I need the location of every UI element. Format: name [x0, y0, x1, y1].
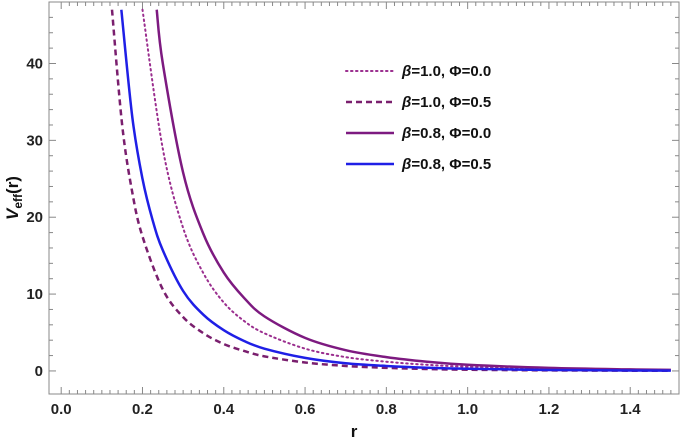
- x-tick-label: 0.4: [213, 401, 235, 418]
- y-tick-labels: 0 10 20 30 40: [26, 55, 43, 379]
- y-axis-title-main: V: [3, 207, 22, 220]
- legend-item-2: β=1.0, Φ=0.5: [346, 94, 491, 111]
- axis-ticks: [49, 2, 679, 394]
- y-tick-label: 40: [26, 55, 43, 72]
- legend-label-4: β=0.8, Φ=0.5: [401, 156, 491, 173]
- x-tick-label: 1.4: [620, 401, 642, 418]
- legend-label-2: β=1.0, Φ=0.5: [401, 94, 491, 111]
- legend-label-3: β=0.8, Φ=0.0: [401, 125, 491, 142]
- y-axis-title: Veff(r): [3, 176, 25, 220]
- x-tick-label: 0.6: [295, 401, 316, 418]
- x-tick-labels: 0.0 0.2 0.4 0.6 0.8 1.0 1.2 1.4: [51, 401, 642, 418]
- series-line-2: [110, 9, 671, 373]
- y-axis-title-arg: (r): [3, 176, 22, 194]
- y-tick-label: 30: [26, 132, 43, 149]
- y-tick-label: 20: [26, 209, 43, 226]
- series-line-4: [120, 9, 671, 372]
- legend-item-3: β=0.8, Φ=0.0: [346, 125, 491, 142]
- y-tick-label: 10: [26, 286, 43, 303]
- plot-frame: [48, 1, 680, 395]
- x-tick-label: 0.0: [51, 401, 72, 418]
- series-line-3: [155, 9, 671, 372]
- y-axis-title-sub: eff: [11, 193, 25, 209]
- x-tick-label: 0.8: [376, 401, 397, 418]
- legend-label-1: β=1.0, Φ=0.0: [401, 63, 491, 80]
- legend: β=1.0, Φ=0.0 β=1.0, Φ=0.5 β=0.8, Φ=0.0 β…: [345, 63, 491, 173]
- x-axis-title: r: [351, 422, 358, 441]
- series-layer: [110, 8, 672, 373]
- y-tick-label: 0: [35, 363, 43, 380]
- legend-item-1: β=1.0, Φ=0.0: [345, 63, 491, 80]
- x-tick-label: 1.2: [539, 401, 560, 418]
- x-tick-label: 0.2: [132, 401, 153, 418]
- legend-item-4: β=0.8, Φ=0.5: [346, 156, 491, 173]
- x-tick-label: 1.0: [457, 401, 478, 418]
